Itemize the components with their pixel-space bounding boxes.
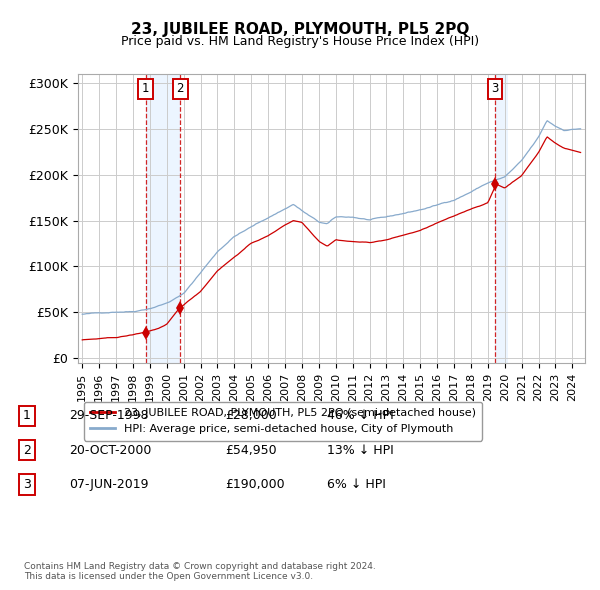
Text: Price paid vs. HM Land Registry's House Price Index (HPI): Price paid vs. HM Land Registry's House … — [121, 35, 479, 48]
Text: 20-OCT-2000: 20-OCT-2000 — [69, 444, 151, 457]
Text: 3: 3 — [23, 478, 31, 491]
Text: 1: 1 — [142, 83, 149, 96]
Text: 3: 3 — [491, 83, 499, 96]
Text: Contains HM Land Registry data © Crown copyright and database right 2024.: Contains HM Land Registry data © Crown c… — [24, 562, 376, 571]
Text: 6% ↓ HPI: 6% ↓ HPI — [327, 478, 386, 491]
Text: £54,950: £54,950 — [225, 444, 277, 457]
Text: 2: 2 — [176, 83, 184, 96]
Text: 2: 2 — [23, 444, 31, 457]
Text: 46% ↓ HPI: 46% ↓ HPI — [327, 409, 394, 422]
Text: £28,000: £28,000 — [225, 409, 277, 422]
Bar — [495, 74, 508, 363]
Bar — [146, 74, 180, 363]
Text: 1: 1 — [23, 409, 31, 422]
Text: 13% ↓ HPI: 13% ↓ HPI — [327, 444, 394, 457]
Text: 23, JUBILEE ROAD, PLYMOUTH, PL5 2PQ: 23, JUBILEE ROAD, PLYMOUTH, PL5 2PQ — [131, 22, 469, 37]
Text: 07-JUN-2019: 07-JUN-2019 — [69, 478, 149, 491]
Legend: 23, JUBILEE ROAD, PLYMOUTH, PL5 2PQ (semi-detached house), HPI: Average price, s: 23, JUBILEE ROAD, PLYMOUTH, PL5 2PQ (sem… — [83, 402, 482, 441]
Text: £190,000: £190,000 — [225, 478, 284, 491]
Text: 29-SEP-1998: 29-SEP-1998 — [69, 409, 149, 422]
Text: This data is licensed under the Open Government Licence v3.0.: This data is licensed under the Open Gov… — [24, 572, 313, 581]
